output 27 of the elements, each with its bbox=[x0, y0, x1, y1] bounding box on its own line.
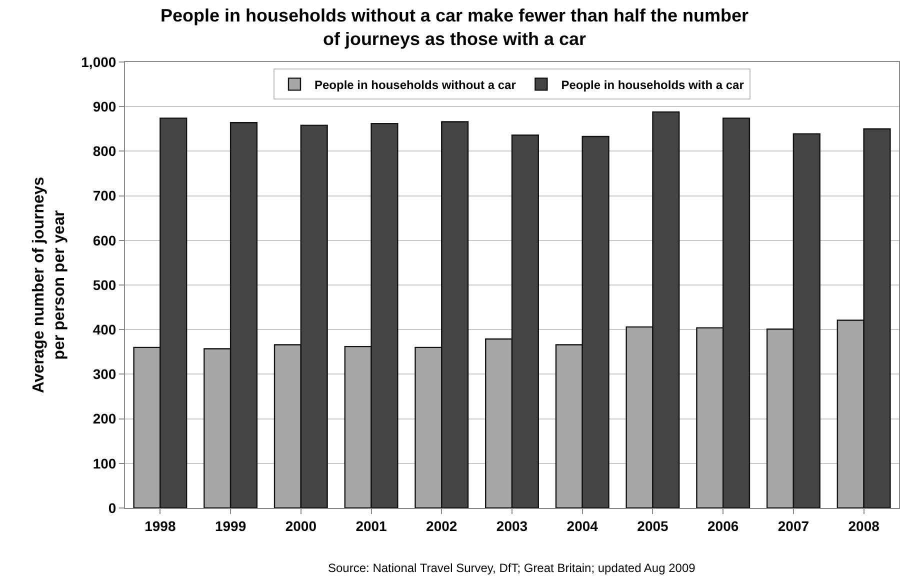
legend-label: People in households without a car bbox=[314, 78, 516, 92]
y-tick-label: 300 bbox=[92, 366, 116, 382]
y-tick-label: 1,000 bbox=[81, 54, 116, 70]
x-tick-label: 2006 bbox=[708, 518, 739, 534]
x-tick-label: 2005 bbox=[637, 518, 669, 534]
x-tick-label: 2003 bbox=[496, 518, 528, 534]
x-tick-label: 2001 bbox=[356, 518, 388, 534]
y-tick-label: 900 bbox=[92, 98, 116, 114]
x-tick-label: 2007 bbox=[778, 518, 810, 534]
y-tick-label: 800 bbox=[92, 143, 116, 160]
y-tick-label: 200 bbox=[92, 410, 116, 427]
x-tick-label: 2004 bbox=[566, 518, 598, 534]
y-tick-label: 0 bbox=[108, 500, 116, 516]
y-tick-label: 600 bbox=[92, 232, 116, 248]
y-tick-label: 100 bbox=[92, 455, 116, 472]
y-tick-label: 700 bbox=[92, 188, 116, 204]
y-tick-label: 500 bbox=[92, 276, 116, 293]
legend-label: People in households with a car bbox=[561, 78, 744, 92]
x-tick-label: 2002 bbox=[426, 518, 458, 534]
chart-title: People in households without a car make fewer than half the number of journeys as those with a car bbox=[160, 6, 749, 49]
x-tick-label: 1998 bbox=[144, 518, 176, 534]
x-tick-label: 2000 bbox=[285, 518, 317, 534]
y-axis-title: Average number of journeys per person per year bbox=[30, 176, 68, 394]
y-tick-label: 400 bbox=[92, 322, 116, 338]
source-note: Source: National Travel Survey, DfT; Great Britain; updated Aug 2009 bbox=[328, 561, 696, 575]
x-tick-label: 1999 bbox=[214, 518, 246, 534]
x-tick-label: 2008 bbox=[848, 518, 880, 534]
